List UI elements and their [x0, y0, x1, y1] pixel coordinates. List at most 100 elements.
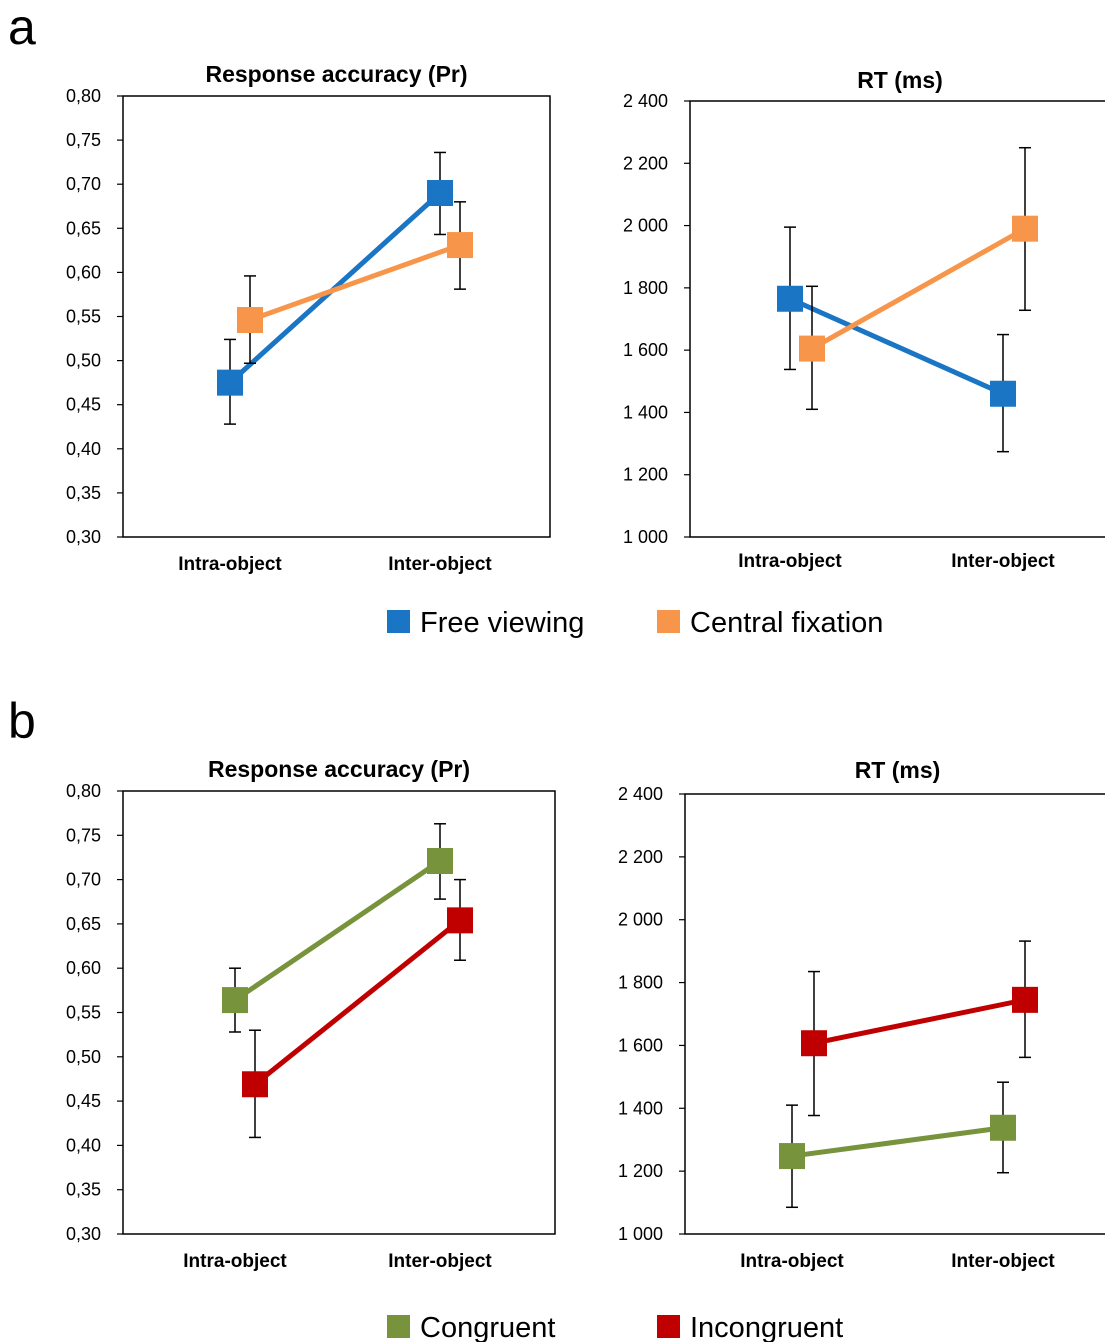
- y-tick-label: 0,35: [66, 1180, 101, 1200]
- y-tick-label: 2 000: [618, 910, 663, 930]
- x-category-label: Intra-object: [178, 554, 282, 575]
- legend-swatch: [657, 610, 680, 633]
- y-tick-label: 1 800: [623, 278, 668, 298]
- data-point: [990, 1114, 1016, 1141]
- y-tick-label: 0,75: [66, 130, 101, 150]
- y-tick-label: 0,60: [66, 958, 101, 978]
- y-tick-label: 0,65: [66, 914, 101, 934]
- y-tick-label: 2 200: [623, 153, 668, 173]
- x-category-label: Intra-object: [740, 1251, 844, 1272]
- data-point: [447, 232, 473, 259]
- y-tick-label: 0,30: [66, 527, 101, 547]
- series-line: [810, 226, 1027, 351]
- y-tick-label: 0,60: [66, 262, 101, 282]
- y-tick-label: 2 400: [623, 91, 668, 111]
- y-tick-label: 1 400: [623, 402, 668, 422]
- legend-item-congruent: Congruent: [387, 1312, 555, 1342]
- plot-frame: [684, 793, 1105, 1235]
- y-tick-label: 0,65: [66, 218, 101, 238]
- series-free-viewing: [777, 226, 1016, 453]
- y-tick-label: 0,70: [66, 870, 101, 890]
- y-tick-label: 0,50: [66, 1047, 101, 1067]
- data-point: [237, 307, 263, 334]
- y-tick-label: 0,80: [66, 86, 101, 106]
- chart-a-rt: RT (ms) 1 000 1 200 1 400 1 600 1 800 2 000 2 2…: [623, 67, 1105, 572]
- data-point: [427, 847, 453, 874]
- series-line: [233, 858, 442, 1003]
- chart-b-rt: RT (ms) 1 000 1 200 1 400 1 600 1 800 2 000 2 2…: [618, 757, 1105, 1272]
- legend-swatch: [387, 1315, 410, 1338]
- data-point: [801, 1030, 827, 1057]
- plot-frame: [122, 790, 556, 1235]
- x-category-label: Inter-object: [388, 1251, 492, 1272]
- y-tick-label: 0,35: [66, 483, 101, 503]
- panel-label-a: a: [8, 0, 36, 55]
- y-tick-label: 0,75: [66, 825, 101, 845]
- y-tick-label: 0,45: [66, 1091, 101, 1111]
- data-point: [799, 335, 825, 362]
- y-tick-label: 0,45: [66, 395, 101, 415]
- y-tick-label: 0,70: [66, 174, 101, 194]
- y-tick-label: 0,50: [66, 351, 101, 371]
- data-point: [777, 285, 803, 312]
- plot-frame: [122, 95, 551, 538]
- y-tick-label: 0,55: [66, 1003, 101, 1023]
- chart-a-accuracy: Response accuracy (Pr) 0,30 0,35 0,40 0,45 0,…: [66, 61, 551, 575]
- plot-frame: [689, 100, 1105, 538]
- panel-label-b: b: [8, 693, 36, 749]
- chart-b-accuracy: Response accuracy (Pr) 0,30 0,35 0,40 0,45 0,…: [66, 756, 556, 1272]
- x-category-label: Intra-object: [738, 551, 842, 572]
- y-tick-label: 1 200: [618, 1161, 663, 1181]
- y-tick-label: 0,80: [66, 781, 101, 801]
- series-central-fixation: [799, 146, 1038, 411]
- legend-swatch: [657, 1315, 680, 1338]
- series-line: [249, 242, 461, 323]
- x-category-label: Inter-object: [388, 554, 492, 575]
- chart-title: RT (ms): [857, 67, 943, 93]
- y-tick-label: 1 000: [618, 1224, 663, 1244]
- y-tick-label: 2 200: [618, 847, 663, 867]
- data-point: [447, 907, 473, 934]
- data-point: [1012, 215, 1038, 242]
- legend-label: Incongruent: [690, 1312, 843, 1342]
- x-category-label: Inter-object: [951, 1251, 1055, 1272]
- chart-title: Response accuracy (Pr): [205, 61, 467, 87]
- series-congruent: [779, 1081, 1016, 1209]
- legend-label: Free viewing: [420, 607, 584, 639]
- data-point: [217, 369, 243, 396]
- legend-label: Congruent: [420, 1312, 555, 1342]
- x-category-label: Inter-object: [951, 551, 1055, 572]
- legend-label: Central fixation: [690, 607, 883, 639]
- y-tick-label: 2 000: [623, 216, 668, 236]
- chart-title: Response accuracy (Pr): [208, 756, 470, 782]
- data-point: [779, 1143, 805, 1170]
- y-tick-label: 1 400: [618, 1098, 663, 1118]
- y-tick-label: 0,40: [66, 1135, 101, 1155]
- data-point: [222, 987, 248, 1014]
- y-tick-label: 0,30: [66, 1224, 101, 1244]
- series-line: [788, 296, 1005, 397]
- series-line: [253, 918, 462, 1087]
- y-tick-label: 1 600: [618, 1035, 663, 1055]
- series-congruent: [222, 823, 453, 1033]
- series-line: [791, 1125, 1004, 1159]
- data-point: [1012, 986, 1038, 1013]
- y-tick-label: 1 800: [618, 973, 663, 993]
- y-tick-label: 0,40: [66, 439, 101, 459]
- y-tick-label: 2 400: [618, 784, 663, 804]
- y-tick-label: 1 200: [623, 465, 668, 485]
- y-tick-label: 0,55: [66, 307, 101, 327]
- series-incongruent: [242, 878, 473, 1139]
- data-point: [427, 180, 453, 207]
- legend-item-incongruent: Incongruent: [657, 1312, 843, 1342]
- legend-item-free-viewing: Free viewing: [387, 607, 584, 639]
- y-tick-label: 1 000: [623, 527, 668, 547]
- x-category-label: Intra-object: [183, 1251, 287, 1272]
- legend-swatch: [387, 610, 410, 633]
- series-central-fixation: [237, 201, 473, 364]
- data-point: [990, 380, 1016, 407]
- chart-title: RT (ms): [855, 757, 941, 783]
- y-tick-label: 1 600: [623, 340, 668, 360]
- series-line: [813, 997, 1026, 1046]
